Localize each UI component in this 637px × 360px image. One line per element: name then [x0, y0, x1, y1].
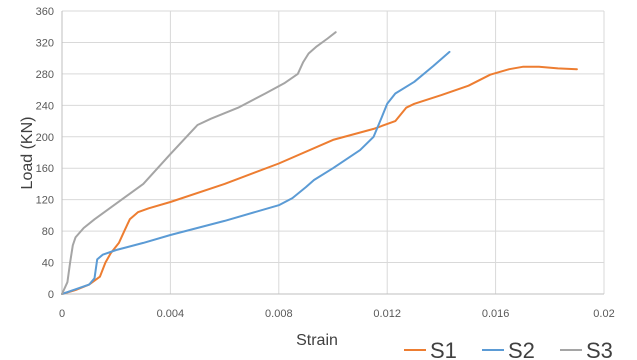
y-tick-label: 160 — [36, 163, 54, 175]
y-tick-label: 80 — [42, 226, 54, 238]
x-tick-label: 0.012 — [373, 308, 401, 320]
legend: S1 S2 S3 — [404, 338, 613, 360]
series-line-s3 — [61, 31, 337, 295]
x-tick-label: 0 — [59, 308, 65, 320]
y-tick-labels: 0 40 80 120 160 200 240 280 320 360 — [36, 6, 54, 301]
x-tick-label: 0.02 — [593, 308, 614, 320]
series-line-s2 — [61, 50, 451, 295]
legend-label-s1: S1 — [430, 338, 457, 360]
y-tick-label: 40 — [42, 258, 54, 270]
x-tick-label: 0.016 — [482, 308, 510, 320]
y-tick-label: 320 — [36, 37, 54, 49]
y-tick-label: 240 — [36, 100, 54, 112]
y-tick-label: 120 — [36, 195, 54, 207]
series-line-s1 — [61, 65, 578, 295]
y-tick-label: 0 — [48, 289, 54, 301]
y-tick-label: 200 — [36, 132, 54, 144]
x-tick-labels: 0 0.004 0.008 0.012 0.016 0.02 — [59, 308, 615, 320]
x-tick-label: 0.008 — [265, 308, 293, 320]
axes — [61, 11, 604, 295]
legend-label-s3: S3 — [586, 338, 613, 360]
x-axis-title: Strain — [296, 332, 338, 349]
y-axis-title: Load (KN) — [19, 117, 36, 190]
y-tick-label: 280 — [36, 69, 54, 81]
gridlines — [62, 10, 605, 294]
legend-label-s2: S2 — [508, 338, 535, 360]
x-tick-label: 0.004 — [157, 308, 185, 320]
series-lines — [61, 31, 578, 295]
y-tick-label: 360 — [36, 6, 54, 18]
